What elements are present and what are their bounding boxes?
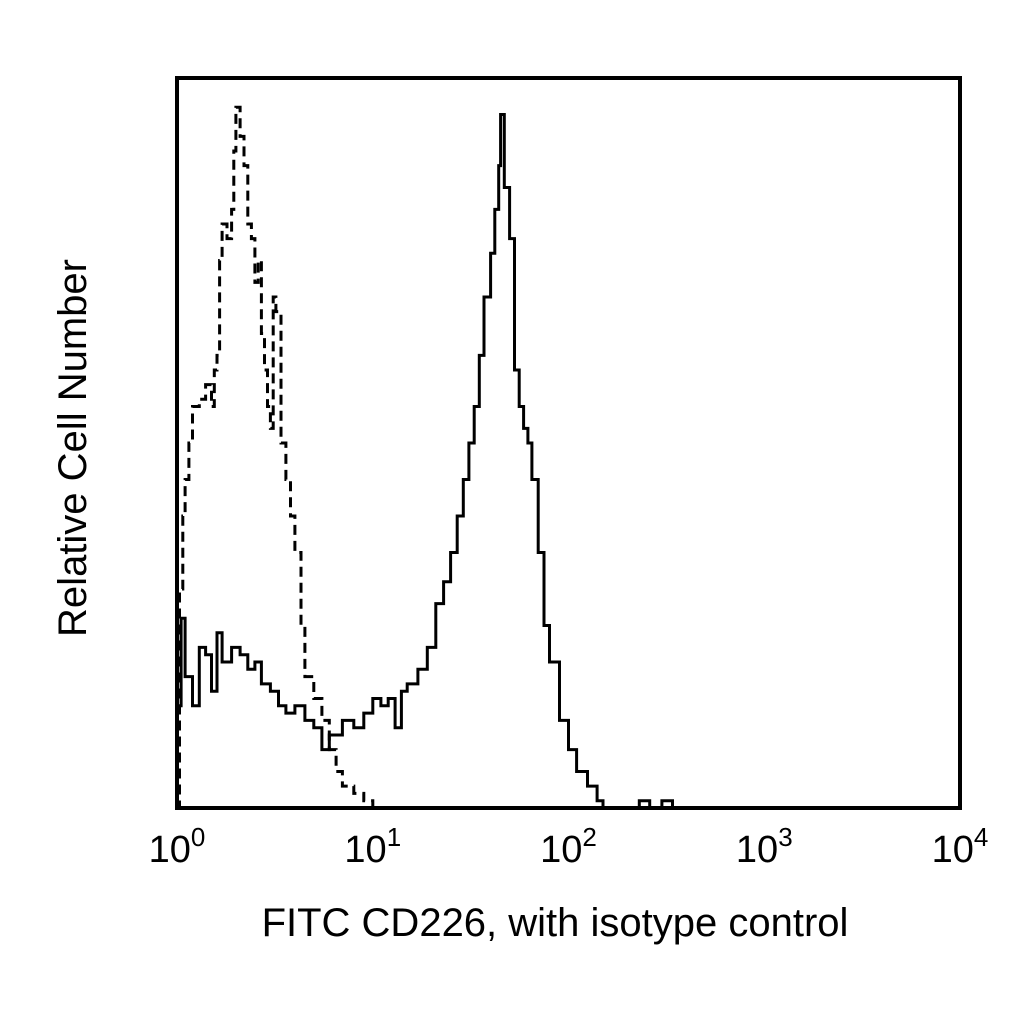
x-tick-labels: 100 101 102 103 104 xyxy=(149,822,989,871)
x-axis-title: FITC CD226, with isotype control xyxy=(262,901,849,945)
cd226-trace xyxy=(177,113,960,810)
x-tick-label: 102 xyxy=(540,822,597,871)
isotype-control-trace xyxy=(177,105,960,810)
series-layer xyxy=(177,105,960,810)
y-axis-title: Relative Cell Number xyxy=(51,259,95,637)
x-tick-label: 100 xyxy=(149,822,206,871)
x-tick-label: 103 xyxy=(736,822,793,871)
x-tick-label: 101 xyxy=(344,822,401,871)
plot-frame xyxy=(175,76,962,810)
x-tick-label: 104 xyxy=(932,822,989,871)
